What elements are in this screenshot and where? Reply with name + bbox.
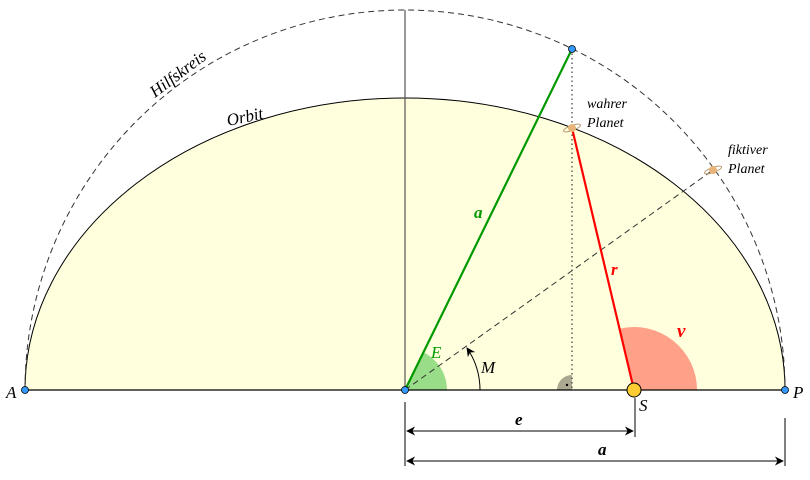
label-M: M (480, 358, 496, 377)
center-point (401, 386, 409, 394)
label-fictive-planet-2: Planet (727, 162, 766, 177)
label-true-planet-1: wahrer (587, 97, 627, 112)
label-hilfskreis: Hilfskreis (145, 46, 210, 101)
eccentric-anomaly-wedge (405, 352, 447, 390)
label-a-green: a (474, 203, 483, 222)
auxiliary-circle (24, 9, 786, 391)
point-P (781, 386, 789, 394)
point-A (21, 386, 29, 394)
semi-major-line (404, 48, 573, 391)
label-E: E (430, 343, 442, 362)
right-angle-dot (565, 383, 569, 387)
label-A: A (5, 383, 17, 402)
radius-line (570, 127, 636, 391)
label-nu: ν (677, 321, 686, 342)
label-true-planet-2: Planet (586, 116, 625, 131)
fictive-planet-icon (703, 165, 723, 175)
mean-anomaly-line (404, 169, 714, 391)
label-a-dim: a (598, 440, 607, 459)
label-P: P (792, 383, 803, 402)
label-r: r (611, 260, 618, 279)
true-planet-icon (562, 123, 582, 133)
right-angle-mark (557, 375, 572, 390)
label-S: S (639, 396, 648, 415)
label-e-dim: e (515, 410, 523, 429)
sun-icon (626, 382, 642, 398)
label-fictive-planet-1: fiktiver (728, 143, 768, 158)
mean-anomaly-arc (466, 347, 481, 391)
circle-point (568, 45, 576, 53)
true-anomaly-wedge (619, 327, 697, 390)
